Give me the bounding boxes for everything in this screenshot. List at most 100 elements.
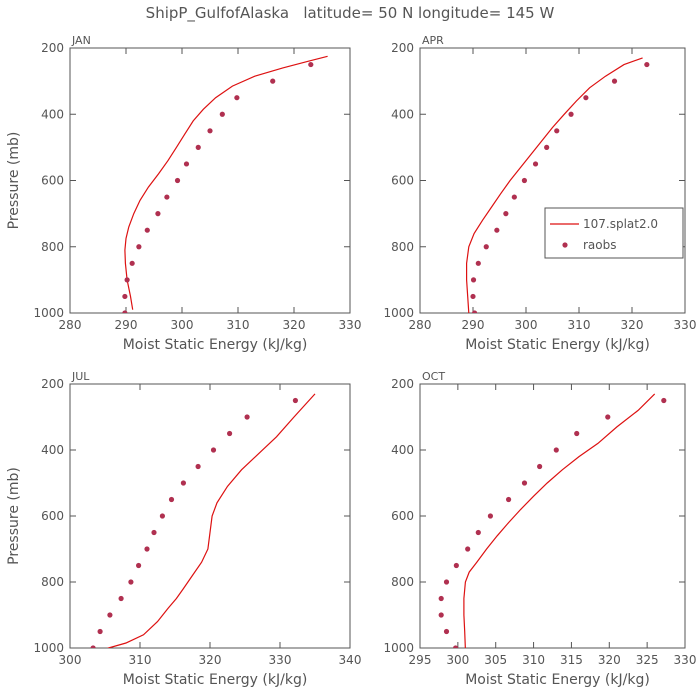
obs-point <box>144 546 150 552</box>
obs-point <box>521 177 528 184</box>
model-line <box>124 55 328 310</box>
y-tick-label: 400 <box>41 107 64 121</box>
obs-point <box>174 177 181 184</box>
y-tick-label: 800 <box>41 240 64 254</box>
plot-frame <box>419 383 686 649</box>
obs-point <box>544 144 550 150</box>
x-axis-label: Moist Static Energy (kJ/kg) <box>465 337 650 353</box>
x-tick-label: 310 <box>568 318 591 332</box>
obs-point <box>136 244 142 250</box>
obs-point <box>452 645 459 648</box>
obs-point <box>118 595 124 602</box>
x-tick-label: 295 <box>409 653 432 667</box>
x-tick-label: 310 <box>129 653 152 667</box>
x-tick-label: 330 <box>339 318 362 332</box>
model-line <box>463 393 656 648</box>
obs-point <box>151 529 157 536</box>
legend-obs-label: raobs <box>583 238 617 252</box>
x-tick-label: 310 <box>522 653 545 667</box>
obs-point <box>144 227 150 233</box>
obs-point <box>122 293 128 300</box>
obs-point <box>234 95 240 101</box>
obs-point <box>210 447 217 453</box>
x-tick-label: 320 <box>598 653 621 667</box>
series-group <box>438 393 667 648</box>
plot-frame <box>69 383 351 649</box>
figure-title: ShipP_GulfofAlaska latitude= 50 N longit… <box>146 4 555 23</box>
obs-point <box>180 480 186 486</box>
y-tick-label: 800 <box>391 240 414 254</box>
y-tick-label: 1000 <box>383 641 414 655</box>
obs-point <box>532 161 539 167</box>
obs-point <box>227 430 233 437</box>
y-tick-label: 1000 <box>383 306 414 320</box>
obs-point <box>487 513 494 519</box>
y-tick-label: 600 <box>391 174 414 188</box>
panel-label: OCT <box>422 370 445 383</box>
obs-point <box>453 562 459 569</box>
obs-point <box>505 496 512 503</box>
x-tick-label: 305 <box>484 653 507 667</box>
x-tick-label: 300 <box>446 653 469 667</box>
obs-point <box>128 579 134 585</box>
obs-point <box>583 95 589 101</box>
y-tick-label: 600 <box>41 509 64 523</box>
obs-point <box>494 227 500 233</box>
series-group <box>466 57 650 313</box>
y-tick-label: 800 <box>41 575 64 589</box>
panel-label: APR <box>422 34 444 47</box>
obs-point <box>195 463 201 470</box>
panel-oct: OCT 295 300 305 310 315 320 325 330 200 400 600 800 1… <box>383 370 696 688</box>
x-axis-label: Moist Static Energy (kJ/kg) <box>123 337 308 353</box>
obs-point <box>475 529 481 536</box>
obs-point <box>155 211 161 217</box>
series-group <box>90 393 316 648</box>
x-axis-label: Moist Static Energy (kJ/kg) <box>123 672 308 688</box>
obs-point <box>270 78 276 84</box>
obs-point <box>644 61 650 68</box>
panel-label: JUL <box>71 370 90 383</box>
legend-box <box>544 207 684 259</box>
obs-point <box>195 144 201 150</box>
legend-model-label: 107.splat2.0 <box>583 217 658 231</box>
model-line <box>466 57 643 313</box>
y-tick-label: 600 <box>391 509 414 523</box>
x-tick-label: 280 <box>409 318 432 332</box>
y-axis-label: Pressure (mb) <box>6 132 22 230</box>
panel-jan: JAN 280 290 300 310 320 330 200 400 600 800 1000 Moi… <box>6 34 361 353</box>
obs-point <box>503 211 509 217</box>
obs-point <box>122 310 128 313</box>
obs-point <box>443 628 450 635</box>
obs-point <box>136 562 142 569</box>
x-tick-label: 280 <box>59 318 82 332</box>
x-tick-label: 310 <box>227 318 250 332</box>
x-tick-label: 330 <box>674 318 697 332</box>
obs-point <box>124 277 130 283</box>
obs-point <box>465 546 471 552</box>
panel-label: JAN <box>71 34 91 47</box>
obs-point <box>90 645 96 648</box>
obs-point <box>244 414 250 420</box>
obs-point <box>605 414 611 420</box>
x-tick-label: 290 <box>115 318 138 332</box>
panel-apr: APR 280 290 300 310 320 330 200 400 600 800 1000 Moi… <box>383 34 696 353</box>
obs-point <box>292 397 298 404</box>
x-axis-label: Moist Static Energy (kJ/kg) <box>465 672 650 688</box>
x-tick-label: 300 <box>59 653 82 667</box>
obs-point <box>574 430 580 437</box>
obs-point <box>443 579 450 585</box>
obs-point <box>553 447 559 453</box>
y-tick-label: 200 <box>391 377 414 391</box>
obs-point <box>661 397 667 404</box>
obs-point <box>470 277 477 283</box>
y-tick-label: 1000 <box>33 306 64 320</box>
obs-point <box>521 480 528 486</box>
obs-point <box>207 128 213 134</box>
obs-point <box>308 61 314 68</box>
x-tick-label: 320 <box>199 653 222 667</box>
plot-frame <box>69 47 351 314</box>
obs-point <box>511 194 517 200</box>
obs-point <box>471 310 478 313</box>
y-tick-label: 400 <box>391 107 414 121</box>
